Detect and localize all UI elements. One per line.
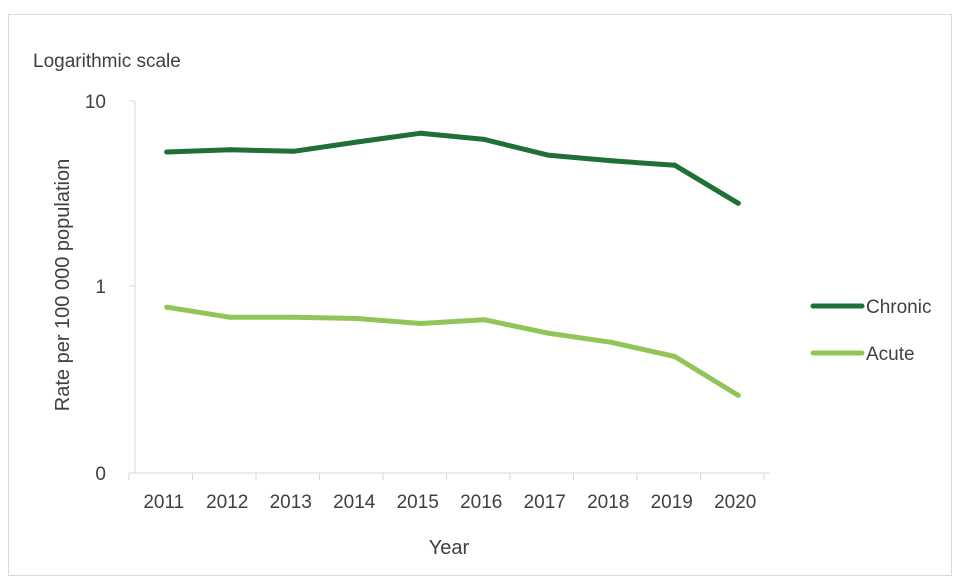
y-tick-label: 1	[95, 277, 106, 298]
data-point-acute	[164, 304, 170, 310]
x-tick-label: 2014	[333, 492, 376, 513]
x-tick-label: 2015	[397, 492, 439, 513]
series-lines	[164, 130, 741, 398]
y-tick-label: 10	[85, 92, 106, 113]
series-line-chronic	[164, 130, 741, 206]
data-point-acute	[735, 392, 741, 398]
data-point-chronic	[164, 149, 170, 155]
data-point-acute	[481, 317, 487, 323]
x-tick-label: 2018	[587, 492, 629, 513]
x-tick-label: 2011	[143, 492, 184, 513]
data-point-chronic	[418, 130, 424, 136]
data-point-acute	[227, 314, 233, 320]
data-point-chronic	[735, 200, 741, 206]
x-tick-label: 2016	[460, 492, 502, 513]
data-point-acute	[291, 314, 297, 320]
x-ticks: 2011 2012 2013 2014 2015 2016 2017 2018 2019 2020	[128, 473, 765, 513]
scale-note: Logarithmic scale	[33, 51, 181, 72]
data-point-acute	[545, 330, 551, 336]
legend-label: Chronic	[866, 297, 931, 318]
x-tick-label: 2013	[270, 492, 312, 513]
data-point-chronic	[291, 148, 297, 154]
data-point-chronic	[227, 147, 233, 153]
x-tick-label: 2019	[651, 492, 693, 513]
legend-label: Acute	[866, 344, 915, 365]
data-point-acute	[672, 353, 678, 359]
chart-frame	[8, 14, 952, 576]
data-point-chronic	[545, 152, 551, 158]
data-point-acute	[608, 339, 614, 345]
data-point-acute	[418, 321, 424, 327]
data-point-chronic	[354, 139, 360, 145]
x-tick-label: 2020	[714, 492, 756, 513]
y-axis-title: Rate per 100 000 population	[52, 159, 74, 411]
legend: Chronic Acute	[810, 297, 931, 365]
y-tick-label: 0	[95, 464, 106, 485]
data-point-chronic	[481, 136, 487, 142]
series-line-acute	[164, 304, 741, 398]
data-point-acute	[354, 316, 360, 322]
data-point-chronic	[608, 158, 614, 164]
x-tick-label: 2012	[206, 492, 248, 513]
x-tick-label: 2017	[524, 492, 566, 513]
x-axis-title: Year	[429, 537, 470, 559]
data-point-chronic	[672, 162, 678, 168]
